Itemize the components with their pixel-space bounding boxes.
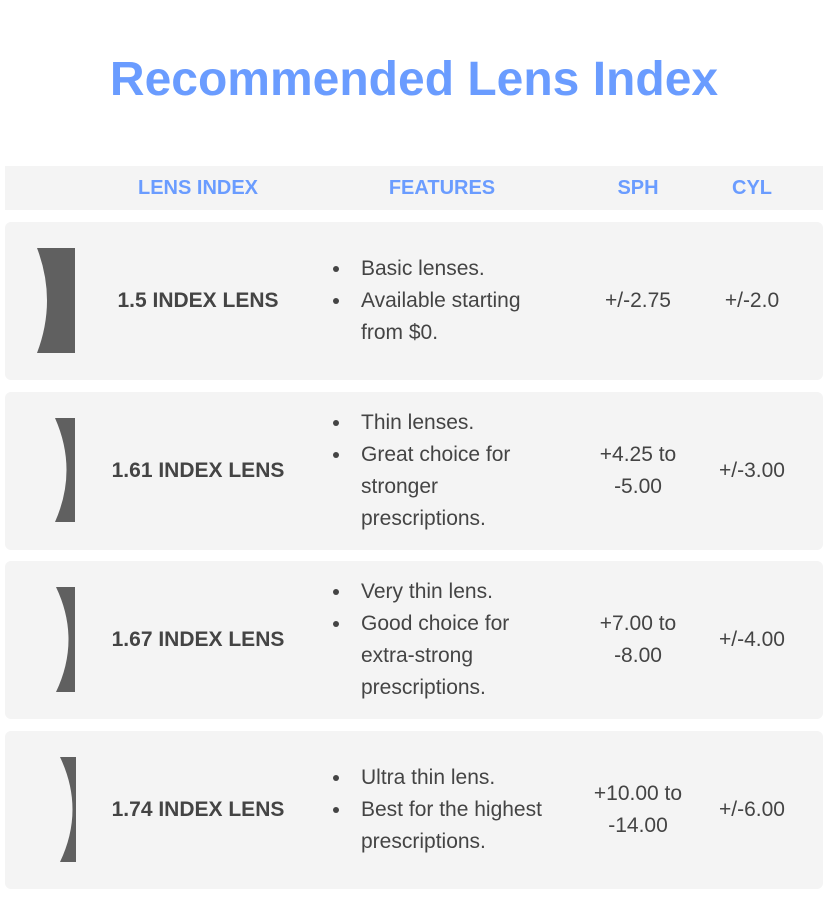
cyl-value: +/-2.0 bbox=[724, 289, 780, 312]
feature-item: Good choice for extra-strong prescriptio… bbox=[332, 608, 551, 704]
page-title: Recommended Lens Index bbox=[109, 53, 719, 106]
table-header: LENS INDEX FEATURES SPH CYL bbox=[5, 166, 823, 210]
sph-value: +/-2.75 bbox=[605, 289, 671, 312]
features-list: Basic lenses. Available starting from $0… bbox=[332, 222, 551, 380]
lens-name: 1.5 INDEX LENS bbox=[117, 289, 279, 312]
header-sph: SPH bbox=[617, 177, 659, 199]
feature-item: Basic lenses. bbox=[332, 253, 551, 285]
table-row: 1.5 INDEX LENS Basic lenses. Available s… bbox=[5, 222, 823, 380]
features-list: Thin lenses. Great choice for stronger p… bbox=[332, 392, 551, 550]
sph-value: +4.25 to -5.00 bbox=[599, 443, 677, 498]
feature-item: Thin lenses. bbox=[332, 407, 551, 439]
header-cyl: CYL bbox=[732, 177, 772, 199]
lens-name: 1.74 INDEX LENS bbox=[111, 798, 285, 821]
feature-item: Very thin lens. bbox=[332, 576, 551, 608]
features-list: Ultra thin lens. Best for the highest pr… bbox=[332, 731, 551, 889]
table-row: 1.67 INDEX LENS Very thin lens. Good cho… bbox=[5, 561, 823, 719]
header-features: FEATURES bbox=[388, 177, 496, 199]
feature-item: Great choice for stronger prescriptions. bbox=[332, 439, 551, 535]
lens-name: 1.61 INDEX LENS bbox=[111, 459, 285, 482]
lens-profile-icon bbox=[56, 587, 75, 692]
sph-value: +10.00 to -14.00 bbox=[593, 782, 683, 837]
lens-profile-icon bbox=[37, 248, 75, 353]
lens-profile-icon bbox=[60, 757, 76, 862]
sph-value: +7.00 to -8.00 bbox=[599, 612, 677, 667]
table-row: 1.74 INDEX LENS Ultra thin lens. Best fo… bbox=[5, 731, 823, 889]
feature-item: Available starting from $0. bbox=[332, 285, 551, 349]
features-list: Very thin lens. Good choice for extra-st… bbox=[332, 561, 551, 719]
cyl-value: +/-4.00 bbox=[719, 628, 785, 651]
feature-item: Ultra thin lens. bbox=[332, 762, 551, 794]
lens-profile-icon bbox=[55, 418, 75, 522]
header-lens-index: LENS INDEX bbox=[137, 177, 259, 199]
cyl-value: +/-6.00 bbox=[719, 798, 785, 821]
lens-name: 1.67 INDEX LENS bbox=[111, 628, 285, 651]
cyl-value: +/-3.00 bbox=[719, 459, 785, 482]
feature-item: Best for the highest prescriptions. bbox=[332, 794, 551, 858]
table-row: 1.61 INDEX LENS Thin lenses. Great choic… bbox=[5, 392, 823, 550]
